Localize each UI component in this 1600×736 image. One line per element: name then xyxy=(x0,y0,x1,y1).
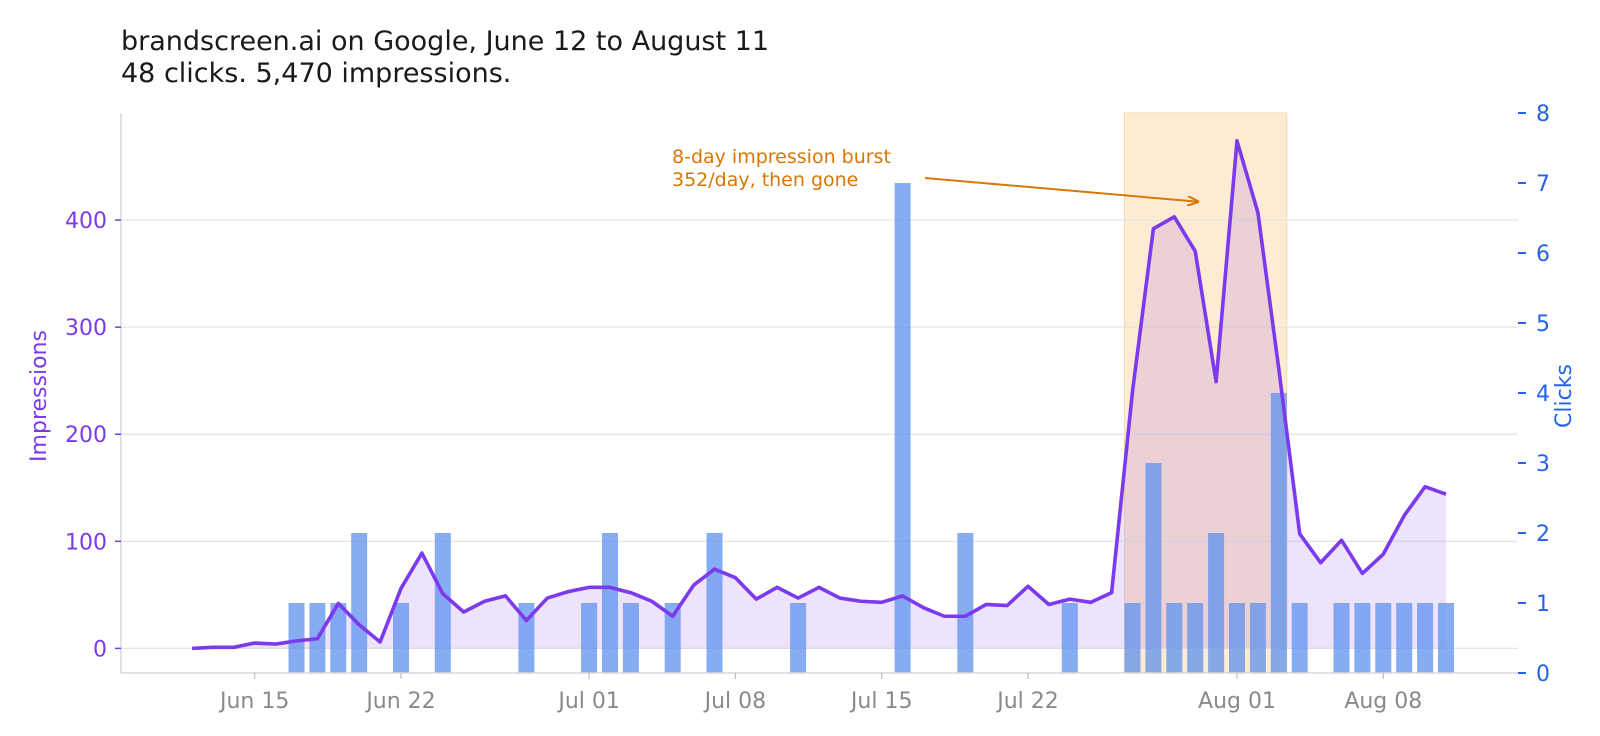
annotation-arrow xyxy=(924,177,1197,202)
x-tick-label: Aug 08 xyxy=(1344,689,1422,714)
click-bar xyxy=(1208,533,1225,673)
x-tick-label: Jul 01 xyxy=(556,689,620,714)
y-tick-right-label: 7 xyxy=(1536,172,1550,197)
y-tick-right-label: 3 xyxy=(1536,452,1550,477)
x-tick-label: Jul 22 xyxy=(995,689,1059,714)
click-bar xyxy=(1145,463,1162,673)
click-bar xyxy=(1291,603,1308,673)
click-bar xyxy=(1354,603,1371,673)
click-bar xyxy=(1249,603,1266,673)
click-bar xyxy=(581,603,598,673)
click-bar xyxy=(1396,603,1413,673)
axes xyxy=(120,113,1518,674)
y-tick-left-label: 100 xyxy=(65,530,107,555)
clicks-bars xyxy=(288,183,1454,673)
y-tick-left-label: 0 xyxy=(93,637,107,662)
y-tick-right-label: 1 xyxy=(1536,592,1550,617)
click-bar xyxy=(1229,603,1245,673)
click-bar xyxy=(1270,393,1287,673)
impressions-area-fill xyxy=(192,140,1446,649)
annotation-line-2: 352/day, then gone xyxy=(672,169,858,191)
y-tick-right-label: 5 xyxy=(1536,312,1550,337)
annotation-line-1: 8-day impression burst xyxy=(672,146,891,168)
x-tick-label: Jun 22 xyxy=(364,689,435,714)
click-bar xyxy=(790,603,807,673)
click-bar xyxy=(518,603,535,673)
click-bar xyxy=(1375,603,1392,673)
x-tick-label: Aug 01 xyxy=(1198,689,1276,714)
click-bar xyxy=(664,603,681,673)
impressions-area xyxy=(192,140,1446,649)
click-bar xyxy=(330,603,347,673)
y-tick-left-label: 300 xyxy=(65,316,107,341)
click-bar xyxy=(1166,603,1183,673)
click-bar xyxy=(1187,603,1204,673)
click-bar xyxy=(434,533,451,673)
click-bar xyxy=(957,533,974,673)
click-bar xyxy=(1417,603,1434,673)
x-tick-label: Jul 15 xyxy=(849,689,913,714)
click-bar xyxy=(894,183,911,673)
click-bar xyxy=(1124,603,1141,673)
y-tick-left-label: 200 xyxy=(65,423,107,448)
y-tick-right-label: 4 xyxy=(1536,382,1550,407)
chart-title: brandscreen.ai on Google, June 12 to Aug… xyxy=(121,26,769,57)
click-bar xyxy=(288,603,305,673)
click-bar xyxy=(622,603,639,673)
x-tick-label: Jun 15 xyxy=(218,689,289,714)
click-bar xyxy=(1438,603,1454,673)
click-bar xyxy=(1061,603,1078,673)
y-tick-left-label: 400 xyxy=(65,209,107,234)
click-bar xyxy=(1333,603,1350,673)
y-tick-right-label: 8 xyxy=(1536,102,1550,127)
ticks: 0 100 200 300 400 0 1 2 3 4 5 6 7 8 Jun 15 Jun 22 Jul 01… xyxy=(65,102,1550,714)
click-bar xyxy=(393,603,409,673)
y-axis-label-right: Clicks xyxy=(1552,364,1577,428)
impressions-line-path xyxy=(191,139,1447,651)
annotation: 8-day impression burst 352/day, then gon… xyxy=(672,146,1197,202)
impressions-line xyxy=(191,139,1447,651)
y-tick-right-label: 6 xyxy=(1536,242,1550,267)
y-axis-label-left: Impressions xyxy=(27,330,52,462)
click-bar xyxy=(602,533,618,673)
click-bar xyxy=(351,533,368,673)
click-bar xyxy=(706,533,723,673)
chart-subtitle: 48 clicks. 5,470 impressions. xyxy=(121,58,511,89)
y-tick-right-label: 2 xyxy=(1536,522,1550,547)
x-tick-label: Jul 08 xyxy=(703,689,767,714)
y-tick-right-label: 0 xyxy=(1536,662,1550,687)
